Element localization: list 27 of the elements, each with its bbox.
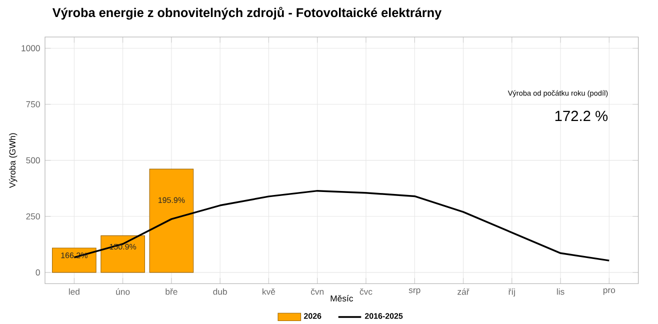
x-axis-title: Měsíc	[330, 295, 353, 302]
y-tick-label: 500	[26, 157, 40, 164]
bar	[52, 248, 96, 273]
x-tick-label: čvc	[360, 288, 372, 295]
y-tick-label: 0	[36, 270, 40, 276]
x-tick-label: zář	[458, 288, 470, 296]
x-tick-label: úno	[116, 288, 130, 296]
y-tick-label: 1000	[22, 45, 40, 52]
x-tick-label: dub	[213, 288, 227, 295]
y-tick-label: 250	[26, 214, 40, 220]
x-tick-label: kvě	[262, 288, 276, 295]
x-tick-label: bře	[166, 288, 178, 295]
annotation: 172.2 %	[555, 110, 608, 122]
legend-label: 2016-2025	[364, 313, 403, 320]
x-tick-label: říj	[508, 288, 515, 297]
annotation: 195.9%	[158, 197, 185, 204]
x-tick-label: led	[68, 288, 80, 295]
bar	[149, 168, 194, 273]
legend-label: 2026	[304, 313, 322, 320]
y-axis-title: Výroba (GWh)	[9, 133, 18, 188]
x-tick-label: lis	[557, 288, 564, 295]
x-tick-label: pro	[603, 288, 616, 295]
x-tick-label: čvn	[310, 288, 324, 295]
bar	[100, 236, 145, 273]
x-tick-label: srp	[408, 288, 420, 295]
y-tick-label: 750	[26, 101, 40, 108]
chart-title: Výroba energie z obnovitelných zdrojů - Fotovoltaické elektrárny	[52, 7, 442, 20]
